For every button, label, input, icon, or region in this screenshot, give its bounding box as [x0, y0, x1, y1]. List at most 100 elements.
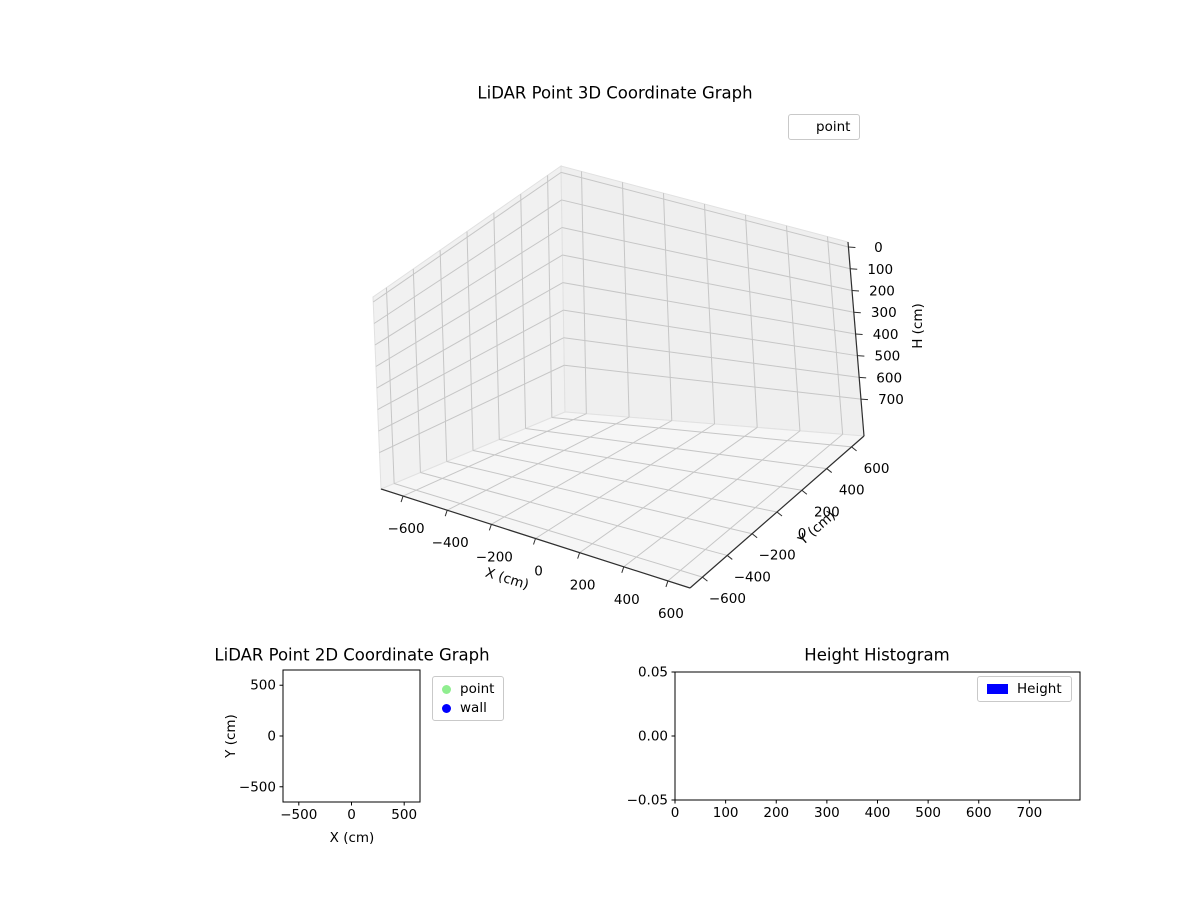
x-tick-label: 100: [713, 805, 739, 821]
plot3d-axes: −600−400−2000200400600−600−400−200020040…: [372, 165, 904, 622]
z-tick: [853, 311, 861, 314]
y-tick-label: 600: [864, 461, 890, 477]
y-tick: [751, 533, 758, 539]
grid-z-left: [375, 254, 563, 367]
grid-x-wall: [786, 225, 801, 431]
y-tick-label: −400: [734, 569, 771, 585]
y-tick-label: 200: [814, 504, 840, 520]
z-tick: [859, 376, 867, 379]
y-tick-label: 0.05: [638, 665, 668, 681]
z-tick-label: 300: [871, 305, 897, 321]
z-tick-label: 600: [876, 370, 902, 386]
x-tick-label: 500: [391, 807, 417, 823]
plot2d-title: LiDAR Point 2D Coordinate Graph: [214, 645, 490, 665]
z-tick-label: 400: [873, 327, 899, 343]
x-tick-label: −400: [432, 535, 469, 551]
x-tick-label: 400: [614, 592, 640, 608]
grid-x-wall: [581, 171, 587, 414]
grid-z-right: [561, 199, 851, 270]
grid-x-wall: [663, 193, 673, 421]
legend-label: Height: [1017, 681, 1062, 697]
grid-z-left: [378, 337, 565, 432]
grid-y-wall: [520, 194, 527, 429]
y-tick-label: −0.05: [627, 793, 668, 809]
x-tick-label: 0: [534, 564, 543, 580]
x-tick-label: −200: [476, 549, 513, 565]
grid-z-right: [562, 254, 854, 313]
z-tick: [850, 268, 858, 270]
grid-z-left: [379, 364, 565, 453]
z-axis-line: [847, 241, 865, 437]
z-tick-label: 0: [874, 240, 883, 256]
z-tick-label: 700: [878, 392, 904, 408]
grid-y-wall: [439, 250, 448, 462]
x-tick-label: 300: [814, 805, 840, 821]
x-tick-label: 600: [658, 606, 684, 622]
x-tick-label: 400: [865, 805, 891, 821]
z-tick: [851, 290, 860, 292]
x-tick: [665, 580, 669, 588]
y-tick: [702, 576, 708, 582]
grid-z-right: [560, 171, 849, 248]
hist-title: Height Histogram: [804, 645, 950, 665]
y-tick: [776, 511, 783, 517]
grid-z-left: [373, 199, 562, 324]
grid-y-floor: [393, 483, 703, 578]
plot2d-legend: point wall: [432, 676, 505, 721]
x-tick-label: −600: [388, 521, 425, 537]
wall-marker-icon: [442, 703, 451, 713]
plot2d-ylabel: Y (cm): [223, 714, 239, 758]
legend-entry-height: Height: [987, 681, 1062, 697]
z-tick: [860, 398, 868, 401]
grid-z-left: [376, 282, 564, 389]
grid-y-floor: [525, 428, 827, 470]
y-tick: [801, 489, 808, 495]
grid-y-wall: [412, 268, 421, 473]
y-tick-label: 0: [267, 729, 276, 745]
point-marker-icon: [442, 684, 451, 694]
z-tick-label: 100: [867, 262, 893, 278]
plot3d-legend: point: [788, 114, 861, 140]
x-tick-label: 600: [966, 805, 992, 821]
height-marker-icon: [987, 684, 1008, 694]
legend-entry-point3d: point: [798, 119, 850, 135]
y-tick-label: 0: [798, 526, 807, 542]
grid-y-wall: [547, 175, 553, 418]
x-tick-label: 200: [763, 805, 789, 821]
y-tick-label: 500: [250, 678, 276, 694]
y-tick-label: 400: [839, 483, 865, 499]
grid-x-wall: [704, 203, 715, 425]
x-tick: [444, 510, 448, 517]
grid-y-wall: [385, 287, 395, 484]
grid-y-floor: [472, 450, 778, 513]
x-tick-label: 200: [570, 578, 596, 594]
y-tick-label: −600: [709, 591, 746, 607]
grid-z-right: [563, 337, 860, 378]
grid-z-left: [374, 227, 563, 346]
x-tick: [621, 566, 625, 573]
legend-label: wall: [460, 700, 487, 716]
point-marker-icon: [798, 122, 807, 132]
y-tick-label: −200: [759, 548, 796, 564]
plot2d-axes: −500 0 500 −500 0 500: [239, 669, 421, 823]
legend-entry-wall: wall: [442, 700, 494, 716]
y-tick: [826, 468, 833, 473]
grid-x-wall: [827, 236, 844, 435]
x-tick-label: 0: [671, 805, 680, 821]
hist-legend: Height: [977, 676, 1072, 702]
grid-z-right: [561, 227, 853, 291]
legend-label: point: [460, 681, 495, 697]
x-tick-label: 700: [1016, 805, 1042, 821]
z-tick: [848, 246, 856, 249]
grid-z-right: [564, 364, 862, 400]
hist-axes: 0 100 200 300 400 500 600 700 −0.05 0.00 0.05: [627, 665, 1081, 821]
x-tick: [533, 538, 536, 545]
y-tick-label: −500: [239, 779, 276, 795]
plot3d-zlabel: H (cm): [910, 303, 926, 349]
grid-x-wall: [622, 182, 630, 418]
z-tick: [855, 333, 863, 335]
z-tick-label: 200: [869, 284, 895, 300]
plot3d-title: LiDAR Point 3D Coordinate Graph: [477, 83, 753, 103]
grid-z-left: [377, 309, 564, 410]
